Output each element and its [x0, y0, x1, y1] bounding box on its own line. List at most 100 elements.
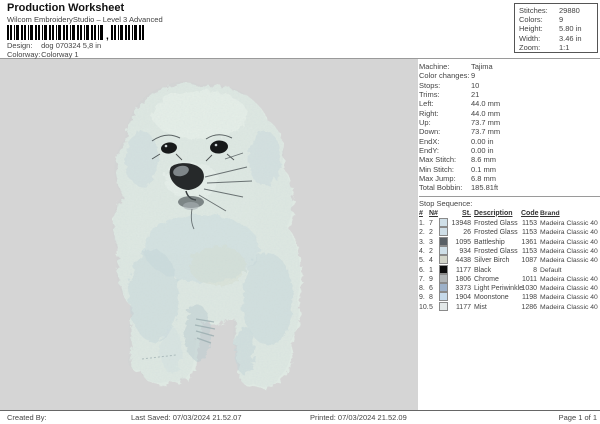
- swatch-color-icon: [439, 283, 448, 293]
- row-num: 5.: [419, 257, 425, 265]
- needle-number: 1: [429, 266, 433, 274]
- stop-sequence-row: 5. 4 4438 Silver Birch 1087 Madeira Clas…: [419, 255, 600, 266]
- machine-info-row: Trims: 21: [419, 90, 600, 99]
- row-num: 6.: [419, 266, 425, 274]
- needle-number: 9: [429, 275, 433, 283]
- machine-info-value: 0.00 in: [471, 145, 494, 155]
- thread-color-swatch: [439, 236, 451, 248]
- design-label: Design:: [7, 41, 33, 50]
- swatch-color-icon: [439, 264, 448, 274]
- created-by-label: Created By:: [7, 413, 47, 422]
- stats-label: Height:: [519, 24, 543, 34]
- col-header-num: #: [419, 209, 423, 217]
- machine-info-value: 21: [471, 89, 480, 99]
- col-header-brand: Brand: [540, 209, 560, 217]
- machine-info-row: Left: 44.0 mm: [419, 99, 600, 108]
- thread-brand: Madeira Classic 40: [540, 294, 598, 302]
- needle-number: 8: [429, 294, 433, 302]
- machine-info-row: Max Stitch: 8.6 mm: [419, 155, 600, 164]
- thread-color-swatch: [439, 255, 451, 266]
- thread-description: Battleship: [474, 238, 505, 246]
- thread-brand: Madeira Classic 40: [540, 285, 598, 293]
- design-barcode: ,: [7, 25, 145, 42]
- machine-info-row: Up: 73.7 mm: [419, 118, 600, 127]
- machine-info-row: Stops: 10: [419, 81, 600, 90]
- needle-number: 5: [429, 303, 433, 311]
- stats-label: Colors:: [519, 15, 543, 25]
- stats-value: 5.80 in: [559, 24, 582, 34]
- stitch-count: 1095: [455, 238, 471, 246]
- stop-sequence-row: 7. 9 1806 Chrome 1011 Madeira Classic 40: [419, 273, 600, 283]
- stitch-count: 4438: [455, 257, 471, 265]
- stats-row: Stitches: 29880: [519, 6, 597, 15]
- barcode-bars-icon: [110, 25, 145, 40]
- machine-info-row: Color changes: 9: [419, 71, 600, 80]
- thread-brand: Madeira Classic 40: [540, 257, 598, 265]
- thread-description: Light Periwinkle: [474, 285, 524, 293]
- stop-sequence-title: Stop Sequence:: [419, 198, 473, 208]
- machine-info-value: Tajima: [471, 62, 493, 71]
- machine-info-label: Machine:: [419, 62, 450, 71]
- col-header-description: Description: [474, 209, 513, 217]
- machine-info-row: EndX: 0.00 in: [419, 137, 600, 146]
- machine-info-label: Trims:: [419, 89, 440, 99]
- design-preview-canvas: [0, 59, 418, 410]
- stop-sequence-row: 6. 1 1177 Black 8 Default: [419, 264, 600, 276]
- stats-row: Width: 3.46 in: [519, 34, 597, 43]
- app-subtitle: Wilcom EmbroideryStudio – Level 3 Advanc…: [7, 15, 163, 24]
- machine-info-row: Right: 44.0 mm: [419, 109, 600, 118]
- thread-brand: Madeira Classic 40: [540, 303, 598, 311]
- machine-info-value: 10: [471, 80, 480, 90]
- machine-info-label: Max Stitch:: [419, 155, 457, 165]
- needle-number: 4: [429, 257, 433, 265]
- machine-info-value: 73.7 mm: [471, 117, 501, 127]
- design-stats-box: Stitches: 29880 Colors: 9 Height: 5.80 i…: [514, 3, 598, 53]
- machine-info-row: Max Jump: 6.8 mm: [419, 174, 600, 183]
- col-header-code: Code: [521, 209, 539, 217]
- thread-color-swatch: [439, 218, 451, 229]
- stitch-count: 1177: [455, 303, 471, 311]
- machine-info-value: 6.8 mm: [471, 173, 497, 183]
- machine-info-label: Min Stitch:: [419, 164, 455, 174]
- dog-face: [141, 134, 253, 360]
- machine-info-label: Max Jump:: [419, 173, 456, 183]
- row-num: 7.: [419, 275, 425, 283]
- thread-description: Frosted Glass: [474, 220, 518, 228]
- thread-code: 1198: [521, 294, 537, 302]
- design-row: Design: dog 070324 5,8 in: [7, 41, 101, 50]
- machine-info-value: 73.7 mm: [471, 127, 501, 137]
- swatch-color-icon: [439, 227, 448, 237]
- thread-code: 1153: [521, 247, 537, 255]
- stitch-count: 1806: [455, 275, 471, 283]
- swatch-color-icon: [439, 218, 448, 228]
- machine-info-label: Color changes:: [419, 71, 470, 81]
- stop-sequence-row: 3. 3 1095 Battleship 1361 Madeira Classi…: [419, 236, 600, 248]
- stop-sequence-row: 4. 2 934 Frosted Glass 1153 Madeira Clas…: [419, 245, 600, 255]
- machine-info-label: Down:: [419, 127, 441, 137]
- thread-color-swatch: [439, 227, 451, 238]
- machine-info-value: 44.0 mm: [471, 99, 501, 109]
- thread-description: Mist: [474, 303, 487, 311]
- thread-code: 1153: [521, 229, 537, 237]
- printed-label: Printed: 07/03/2024 21.52.09: [310, 413, 407, 422]
- machine-info-row: Down: 73.7 mm: [419, 127, 600, 136]
- machine-info-value: 185.81ft: [471, 183, 499, 193]
- swatch-color-icon: [439, 301, 448, 311]
- row-num: 2.: [419, 229, 425, 237]
- machine-info-value: 9: [471, 71, 476, 81]
- dog-embroidery-image: [112, 81, 301, 387]
- worksheet-header: Production Worksheet Wilcom EmbroiderySt…: [0, 0, 600, 59]
- thread-brand: Madeira Classic 40: [540, 247, 598, 255]
- stitch-count: 3373: [455, 285, 471, 293]
- machine-info-value: 0.00 in: [471, 136, 494, 146]
- needle-number: 6: [429, 285, 433, 293]
- needle-number: 2: [429, 229, 433, 237]
- thread-code: 1286: [521, 303, 537, 311]
- machine-info-label: EndY:: [419, 145, 440, 155]
- thread-color-swatch: [439, 264, 451, 276]
- last-saved-label: Last Saved: 07/03/2024 21.52.07: [131, 413, 242, 422]
- machine-info-value: 44.0 mm: [471, 108, 501, 118]
- thread-color-swatch: [439, 292, 451, 303]
- machine-info-panel: Machine: Tajima Color changes: 9 Stops: …: [418, 59, 600, 410]
- barcode-bars-icon: [7, 25, 104, 40]
